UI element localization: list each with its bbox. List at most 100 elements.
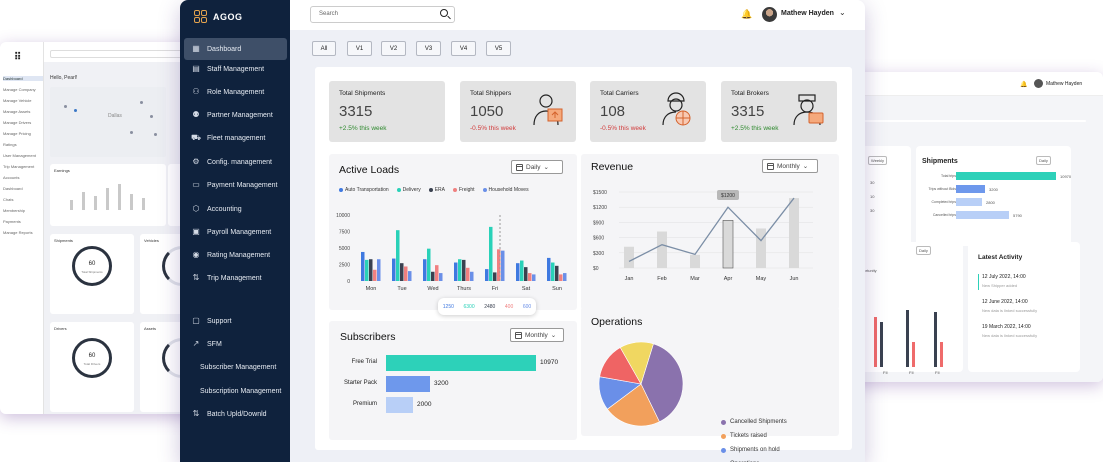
subscriber-bar[interactable]: [386, 355, 536, 371]
operations-legend-item[interactable]: Tickets raised: [721, 433, 767, 439]
bar[interactable]: [458, 259, 462, 281]
sidebar-item-batch-upld-downld[interactable]: ⇅ Batch Upld/Downld: [184, 403, 287, 425]
operations-legend-item[interactable]: Shipments on hold: [721, 447, 780, 453]
left-sidebar-item[interactable]: Manage Pricing: [3, 131, 31, 136]
version-tab-v4[interactable]: V4: [451, 41, 476, 56]
bar[interactable]: [466, 267, 470, 281]
bar[interactable]: [400, 263, 404, 281]
sidebar-item-rating-management[interactable]: ◉ Rating Management: [184, 244, 287, 266]
version-tab-v3[interactable]: V3: [416, 41, 441, 56]
bar[interactable]: [532, 274, 536, 281]
sidebar-item-subscriber-management[interactable]: Subscriber Management: [184, 356, 287, 378]
sidebar-item-sfm[interactable]: ↗ SFM: [184, 333, 287, 355]
left-sidebar-item[interactable]: Dashboard: [3, 76, 43, 81]
left-sidebar-item[interactable]: User Management: [3, 153, 36, 158]
revenue-bar[interactable]: [690, 254, 700, 268]
version-tab-all[interactable]: All: [312, 41, 336, 56]
stat-card-total-brokers[interactable]: Total Brokers 3315 +2.5% this week: [721, 81, 837, 142]
operations-legend-item[interactable]: Cancelled Shipments: [721, 419, 787, 425]
bar[interactable]: [470, 271, 474, 281]
bar[interactable]: [408, 271, 412, 281]
bar[interactable]: [431, 271, 435, 281]
sidebar-item-staff-management[interactable]: ▤ Staff Management: [184, 58, 287, 80]
active-loads-period-select[interactable]: Daily ⌄: [511, 160, 563, 174]
search-input[interactable]: Search: [310, 6, 455, 23]
bar[interactable]: [497, 249, 501, 281]
left-sidebar-item[interactable]: Ratings: [3, 142, 17, 147]
left-sidebar-item[interactable]: Payments: [3, 219, 21, 224]
bar[interactable]: [528, 273, 532, 281]
chevron-down-icon[interactable]: ⌄: [839, 8, 846, 17]
sidebar-item-payroll-management[interactable]: ▣ Payroll Management: [184, 221, 287, 243]
bar[interactable]: [373, 269, 377, 281]
sidebar-item-config-management[interactable]: ⚙ Config. management: [184, 151, 287, 173]
bar[interactable]: [392, 258, 396, 281]
version-tab-v5[interactable]: V5: [486, 41, 511, 56]
sidebar-item-dashboard[interactable]: ▦ Dashboard: [184, 38, 287, 60]
revenue-period-select[interactable]: Monthly ⌄: [762, 159, 818, 173]
notification-bell-icon[interactable]: 🔔: [741, 9, 753, 19]
avatar[interactable]: [762, 7, 777, 22]
bar[interactable]: [365, 259, 369, 281]
sidebar-item-partner-management[interactable]: ⚉ Partner Management: [184, 104, 287, 126]
legend-item[interactable]: ERA: [428, 187, 445, 193]
bar[interactable]: [520, 260, 524, 281]
subscribers-period-select[interactable]: Monthly ⌄: [510, 328, 564, 342]
user-name[interactable]: Mathew Hayden: [781, 10, 834, 17]
sidebar-item-fleet-management[interactable]: ⛟ Fleet management: [184, 127, 287, 149]
legend-item[interactable]: Household Moves: [482, 187, 529, 193]
legend-item[interactable]: Auto Transportation: [339, 187, 389, 193]
left-sidebar-item[interactable]: Trip Management: [3, 164, 35, 169]
subscriber-bar[interactable]: [386, 397, 413, 413]
revenue-bar[interactable]: [722, 220, 734, 269]
bar[interactable]: [524, 267, 528, 281]
sidebar-item-role-management[interactable]: ⚇ Role Management: [184, 81, 287, 103]
left-sidebar-item[interactable]: Manage Company: [3, 87, 36, 92]
bar[interactable]: [555, 265, 559, 281]
sidebar-item-accounting[interactable]: ⬡ Accounting: [184, 198, 287, 220]
bar[interactable]: [435, 265, 439, 281]
bar[interactable]: [551, 262, 555, 281]
pie-slice[interactable]: [606, 383, 660, 427]
bar[interactable]: [396, 230, 400, 281]
bar[interactable]: [404, 266, 408, 281]
brand-logo[interactable]: AGOG: [194, 10, 243, 23]
bar[interactable]: [377, 259, 381, 281]
bar[interactable]: [559, 274, 563, 281]
bar[interactable]: [454, 262, 458, 281]
search-icon[interactable]: [440, 9, 448, 17]
bar[interactable]: [501, 250, 505, 281]
bar[interactable]: [516, 263, 520, 281]
left-sidebar-item[interactable]: Dashboard: [3, 186, 23, 191]
bar[interactable]: [547, 257, 551, 281]
revenue-bar[interactable]: [657, 231, 667, 268]
revenue-bar[interactable]: [756, 228, 766, 268]
pie-slice[interactable]: [619, 341, 654, 385]
revenue-bar[interactable]: [789, 198, 799, 268]
bar[interactable]: [489, 226, 493, 281]
revenue-bar[interactable]: [624, 246, 634, 268]
legend-item[interactable]: Delivery: [396, 187, 421, 193]
left-sidebar-item[interactable]: Manage Assets: [3, 109, 31, 114]
left-sidebar-item[interactable]: Accounts: [3, 175, 20, 180]
bar[interactable]: [361, 251, 365, 281]
stat-card-total-carriers[interactable]: Total Carriers 108 -0.5% this week: [590, 81, 706, 142]
bar[interactable]: [423, 259, 427, 281]
right-bell-icon[interactable]: 🔔: [1020, 82, 1028, 88]
sidebar-item-trip-management[interactable]: ⇅ Trip Management: [184, 267, 287, 289]
right-avatar[interactable]: [1034, 79, 1043, 88]
map[interactable]: Dallas: [50, 87, 166, 157]
left-sidebar-item[interactable]: Membership: [3, 208, 26, 213]
bar[interactable]: [369, 259, 373, 281]
left-sidebar-item[interactable]: Manage Drivers: [3, 120, 32, 125]
subscriber-bar[interactable]: [386, 376, 430, 392]
bar[interactable]: [462, 259, 466, 281]
stat-card-total-shipments[interactable]: Total Shipments 3315 +2.5% this week: [329, 81, 445, 142]
version-tab-v2[interactable]: V2: [381, 41, 406, 56]
pie-slice[interactable]: [640, 343, 684, 423]
stat-card-total-shippers[interactable]: Total Shippers 1050 -0.5% this week: [460, 81, 576, 142]
bar[interactable]: [493, 272, 497, 281]
sidebar-item-payment-management[interactable]: ▭ Payment Management: [184, 174, 287, 196]
sidebar-item-support[interactable]: ▢ Support: [184, 310, 287, 332]
version-tab-v1[interactable]: V1: [347, 41, 372, 56]
